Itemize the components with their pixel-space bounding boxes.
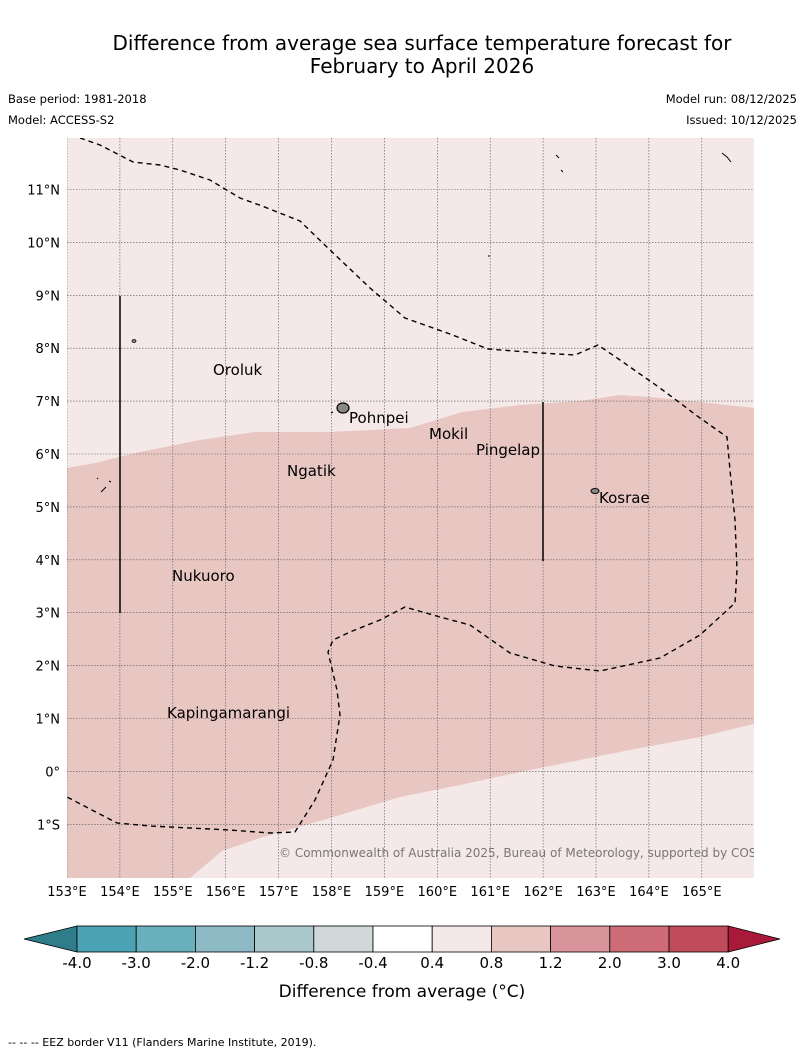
- colorbar-bin: [313, 925, 374, 953]
- lon-tick-label: 156°E: [206, 885, 246, 900]
- colorbar-bin: [194, 925, 255, 953]
- colorbar-bin: [76, 925, 137, 953]
- colorbar-tick: 1.2: [539, 954, 563, 972]
- colorbar-tick-labels: -4.0 -3.0 -2.0 -1.2 -0.8 -0.4 0.4 0.8 1.2 2.0 3.0 4…: [62, 954, 740, 972]
- copyright-note: © Commonwealth of Australia 2025, Bureau…: [279, 846, 784, 860]
- lon-tick-label: 153°E: [47, 885, 87, 900]
- issued-date: Issued: 10/12/2025: [686, 113, 797, 127]
- colorbar: [23, 925, 781, 953]
- pohnpei-island: [336, 402, 350, 414]
- lat-tick-label: 2°N: [36, 660, 61, 675]
- lon-tick-label: 155°E: [153, 885, 193, 900]
- islands: [96, 152, 732, 494]
- lon-tick-label: 162°E: [523, 885, 563, 900]
- colorbar-tick: -4.0: [62, 954, 91, 972]
- lat-tick-label: 10°N: [27, 236, 60, 251]
- lat-tick-label: 1°S: [37, 818, 60, 833]
- lon-tick-label: 163°E: [576, 885, 616, 900]
- lon-tick-label: 158°E: [312, 885, 352, 900]
- lat-tick-label: 0°: [45, 765, 60, 780]
- colorbar-tick: -1.2: [240, 954, 269, 972]
- colorbar-extend-low: [23, 925, 78, 953]
- place-nukuoro: Nukuoro: [172, 567, 235, 585]
- colorbar-bin: [609, 925, 670, 953]
- colorbar-bin: [550, 925, 611, 953]
- model-run: Model run: 08/12/2025: [665, 92, 797, 106]
- colorbar-bin: [490, 925, 551, 953]
- atoll-marks: [96, 152, 732, 493]
- place-pohnpei: Pohnpei: [349, 409, 409, 427]
- lon-tick-label: 160°E: [418, 885, 458, 900]
- latitude-labels: 11°N 10°N 9°N 8°N 7°N 6°N 5°N 4°N 3°N 2°N 1°N 0° 1°S: [27, 184, 60, 834]
- colorbar-tick: -0.4: [358, 954, 387, 972]
- colorbar-tick: 4.0: [716, 954, 740, 972]
- map-figure: Oroluk Pohnpei Mokil Pingelap Ngatik Kos…: [23, 138, 784, 1002]
- colorbar-bin: [431, 925, 492, 953]
- colorbar-bin: [135, 925, 196, 953]
- gridlines: [67, 138, 754, 878]
- lat-tick-label: 7°N: [36, 395, 61, 410]
- colorbar-tick: -2.0: [181, 954, 210, 972]
- colorbar-tick: -3.0: [122, 954, 151, 972]
- place-mokil: Mokil: [429, 425, 468, 443]
- colorbar-title: Difference from average (°C): [279, 982, 526, 1002]
- title-line-1: Difference from average sea surface temp…: [112, 31, 732, 55]
- lon-tick-label: 165°E: [682, 885, 722, 900]
- place-kosrae: Kosrae: [599, 489, 650, 507]
- place-pingelap: Pingelap: [476, 441, 540, 459]
- model-name: Model: ACCESS-S2: [8, 113, 115, 127]
- colorbar-bin: [668, 925, 729, 953]
- lat-tick-label: 11°N: [27, 184, 60, 199]
- footer-note: -- -- -- EEZ border V11 (Flanders Marine…: [8, 1036, 317, 1049]
- longitude-labels: 153°E 154°E 155°E 156°E 157°E 158°E 159°E 160°E…: [47, 885, 721, 900]
- colorbar-tick: 3.0: [657, 954, 681, 972]
- lat-tick-label: 8°N: [36, 342, 61, 357]
- kosrae-island: [590, 488, 600, 494]
- colorbar-extend-high: [727, 925, 781, 953]
- small-island: [131, 339, 137, 343]
- place-ngatik: Ngatik: [287, 462, 336, 480]
- lat-tick-label: 9°N: [36, 289, 61, 304]
- anomaly-region-0.8-1.2: [67, 395, 754, 878]
- place-kapingamarangi: Kapingamarangi: [167, 704, 290, 722]
- lon-tick-label: 157°E: [259, 885, 299, 900]
- lat-tick-label: 3°N: [36, 607, 61, 622]
- title-line-2: February to April 2026: [309, 54, 535, 78]
- place-oroluk: Oroluk: [213, 361, 262, 379]
- colorbar-tick: -0.8: [299, 954, 328, 972]
- map-area: Oroluk Pohnpei Mokil Pingelap Ngatik Kos…: [67, 138, 784, 878]
- colorbar-tick: 2.0: [598, 954, 622, 972]
- colorbar-bin: [254, 925, 315, 953]
- lat-tick-label: 4°N: [36, 554, 61, 569]
- lon-tick-label: 164°E: [629, 885, 669, 900]
- lon-tick-label: 154°E: [100, 885, 140, 900]
- lon-tick-label: 161°E: [470, 885, 510, 900]
- lat-tick-label: 6°N: [36, 448, 61, 463]
- eez-border: [67, 138, 738, 834]
- colorbar-tick: 0.4: [420, 954, 444, 972]
- chart-title: Difference from average sea surface temp…: [40, 32, 804, 78]
- base-period: Base period: 1981-2018: [8, 92, 147, 106]
- colorbar-tick: 0.8: [479, 954, 503, 972]
- lat-tick-label: 1°N: [36, 713, 61, 728]
- place-labels: Oroluk Pohnpei Mokil Pingelap Ngatik Kos…: [167, 361, 650, 722]
- lat-tick-label: 5°N: [36, 501, 61, 516]
- lon-tick-label: 159°E: [365, 885, 405, 900]
- colorbar-bin: [372, 925, 433, 953]
